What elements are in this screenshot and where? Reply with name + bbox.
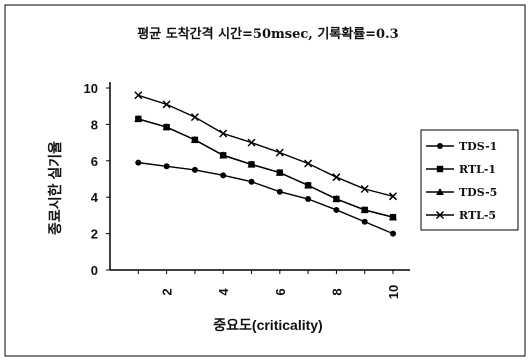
series-TDS-1 [135,159,397,237]
y-tick-label: 8 [91,117,98,132]
legend-label: RTL-1 [459,163,496,176]
y-tick-label: 6 [91,154,98,169]
legend-marker [436,165,444,173]
data-point [390,230,397,237]
y-tick-label: 0 [91,263,98,278]
data-point [333,206,340,213]
legend-label: TDS-1 [459,140,497,153]
data-point [190,113,199,122]
series-line [138,118,394,218]
data-point [332,195,341,203]
series-TDS-5 [134,114,398,221]
legend-label: TDS-5 [459,186,497,199]
data-point [361,218,368,225]
data-point [275,148,284,157]
data-point [163,163,170,170]
data-point [162,123,171,131]
data-point [276,188,283,195]
data-point [304,159,313,168]
series-line [138,94,394,197]
data-point [248,178,255,185]
x-tick-label: 10 [386,285,401,299]
data-point [247,160,256,168]
data-point [162,100,171,109]
data-point [360,184,369,194]
legend-marker [436,188,444,195]
data-point [190,135,199,143]
x-tick-label: 2 [160,288,175,295]
data-point [135,159,142,166]
legend: TDS-1 RTL-1 TDS-5 RTL-5 [420,129,519,231]
data-point [305,196,312,203]
data-point [332,173,341,182]
data-point [388,192,398,201]
y-tick-label: 2 [91,227,98,242]
legend-label: RTL-5 [459,209,496,222]
x-tick-label: 4 [216,288,231,296]
data-point [134,91,143,100]
data-point [219,129,228,138]
y-axis-label: 종료시한 실기율 [47,141,63,235]
data-point [247,138,256,147]
legend-marker [435,210,445,220]
data-point [360,205,369,213]
x-tick-label: 8 [329,288,344,295]
data-point [220,172,227,179]
y-tick-label: 10 [84,81,98,96]
data-point [134,114,143,122]
plot-area: 0 2 4 6 8 10 2 4 6 8 10 [84,81,410,299]
legend-marker [437,143,443,149]
series-line [138,161,394,235]
data-point [304,181,313,189]
data-point [191,166,198,173]
chart-title: 평균 도착간격 시간=50msec, 기록확률=0.3 [137,26,398,42]
series-RTL-5 [134,91,398,201]
x-tick-label: 6 [273,288,288,295]
data-point [275,168,284,176]
x-axis-label: 중요도(criticality) [213,317,322,333]
data-point [219,151,228,159]
y-tick-label: 4 [91,190,99,205]
data-point [389,213,398,221]
